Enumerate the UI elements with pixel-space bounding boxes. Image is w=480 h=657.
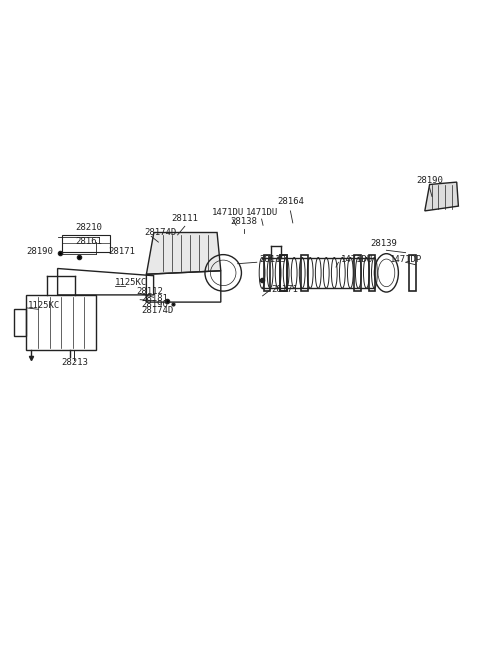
Bar — [301, 255, 308, 290]
Text: 28190: 28190 — [142, 300, 168, 309]
Text: 1125KC: 1125KC — [115, 279, 147, 287]
Text: 1471DU: 1471DU — [212, 208, 244, 217]
Text: 28164: 28164 — [277, 197, 304, 206]
Text: 28111: 28111 — [171, 214, 198, 223]
Bar — [26, 295, 96, 350]
Text: 28112: 28112 — [137, 286, 164, 296]
Text: 28181: 28181 — [142, 294, 168, 303]
Text: 28174D: 28174D — [142, 306, 174, 315]
Text: 1471DU: 1471DU — [341, 256, 373, 264]
Bar — [369, 255, 375, 290]
Text: 28213: 28213 — [61, 358, 88, 367]
Text: 28190: 28190 — [26, 247, 53, 256]
Text: 28210: 28210 — [75, 223, 102, 233]
PathPatch shape — [146, 233, 221, 274]
Text: 28138: 28138 — [230, 217, 257, 226]
Bar — [354, 255, 361, 290]
Text: 1471DU: 1471DU — [245, 208, 278, 217]
Text: 28171: 28171 — [108, 247, 135, 256]
Text: 28139: 28139 — [371, 239, 397, 248]
Bar — [409, 255, 416, 290]
Text: 28174D: 28174D — [144, 228, 176, 237]
Bar — [62, 235, 110, 252]
Bar — [14, 309, 26, 336]
Text: 1471DP: 1471DP — [389, 256, 422, 264]
Text: 28113: 28113 — [259, 256, 286, 264]
Bar — [280, 255, 287, 290]
Text: 28190: 28190 — [416, 177, 443, 185]
Text: 28171: 28171 — [271, 284, 298, 294]
Text: 1125KC: 1125KC — [28, 301, 60, 310]
Text: 28161: 28161 — [75, 237, 102, 246]
Bar — [280, 255, 287, 290]
Bar — [264, 255, 270, 290]
PathPatch shape — [425, 182, 458, 211]
